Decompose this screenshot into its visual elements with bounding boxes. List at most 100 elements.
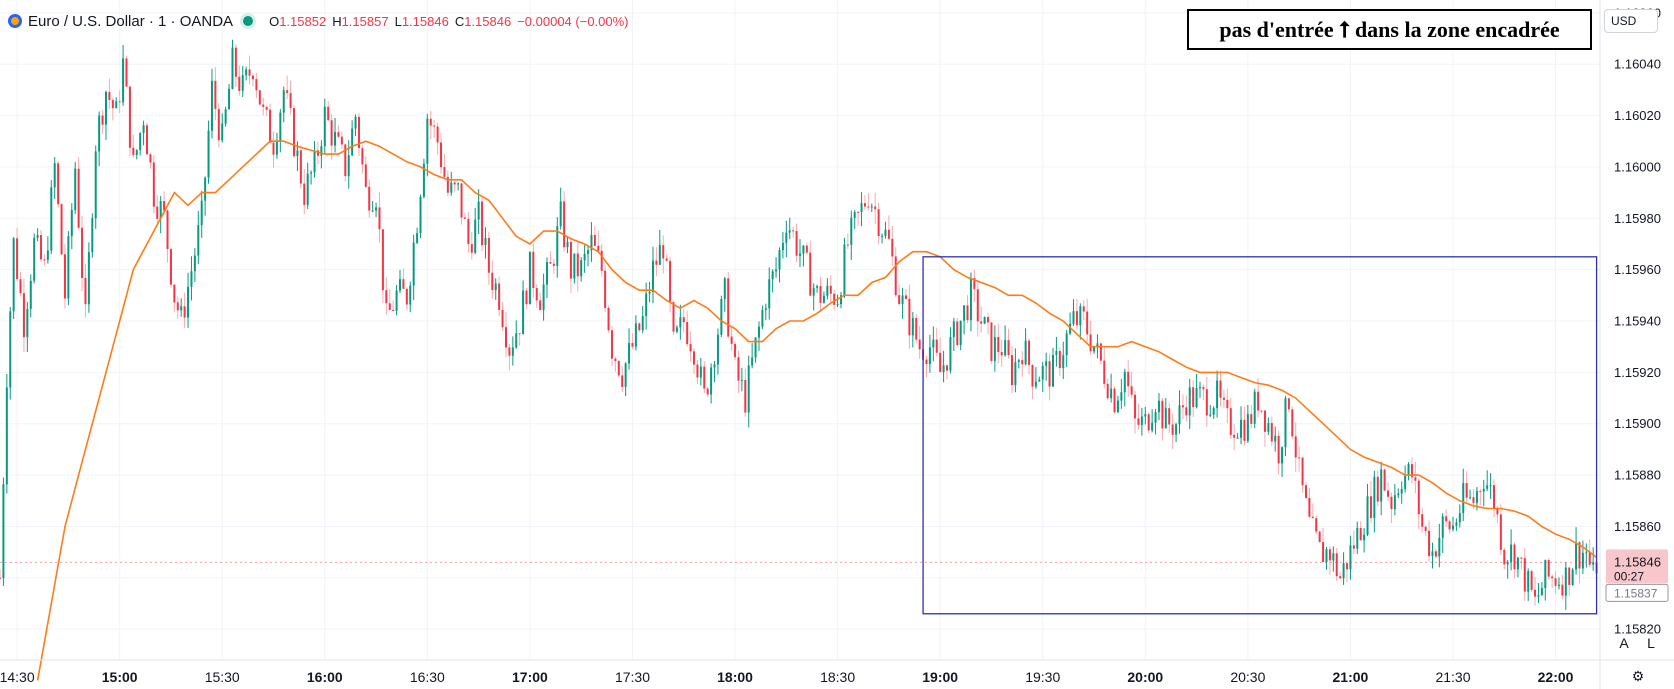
candle-body <box>1448 521 1451 530</box>
low-value: 1.15846 <box>401 13 449 29</box>
candle-body <box>1346 563 1349 570</box>
log-scale-button[interactable]: L <box>1647 635 1655 651</box>
candle-body <box>976 289 979 322</box>
candle-body <box>248 69 251 76</box>
low-label: L <box>394 13 402 29</box>
candle-body <box>1267 423 1270 432</box>
candle-body <box>399 279 401 291</box>
candle-body <box>1089 334 1092 352</box>
candle-body <box>1554 578 1557 586</box>
candle-body <box>795 231 798 256</box>
candle-body <box>1154 412 1157 423</box>
market-open-dot-icon <box>243 16 254 26</box>
candle-body <box>9 311 12 388</box>
candle-body <box>1544 560 1547 589</box>
candle-body <box>1328 549 1331 561</box>
candle-body <box>662 245 665 259</box>
candle-body <box>429 118 432 126</box>
candle-body <box>993 336 996 361</box>
candle-body <box>176 302 179 311</box>
candle-body <box>470 244 473 253</box>
candle-body <box>1342 563 1345 579</box>
candle-body <box>819 286 822 303</box>
candle-body <box>1106 383 1109 399</box>
candle-body <box>26 308 29 338</box>
candle-body <box>84 277 87 305</box>
candle-body <box>987 317 990 323</box>
candle-body <box>1315 518 1318 532</box>
candle-body <box>518 333 521 335</box>
candle-body <box>1017 360 1020 363</box>
y-tick-label: 1.15980 <box>1614 211 1661 226</box>
candle-body <box>764 308 767 310</box>
candle-body <box>604 270 607 308</box>
candle-body <box>522 290 525 335</box>
candle-body <box>631 343 634 347</box>
candle-body <box>457 183 460 185</box>
candle-body <box>556 226 559 266</box>
open-label: O <box>269 13 280 29</box>
candle-body <box>433 125 436 127</box>
candle-body <box>928 347 931 365</box>
candle-body <box>703 366 706 389</box>
candle-body <box>607 307 610 331</box>
candle-body <box>665 258 668 261</box>
candle-body <box>1479 491 1482 493</box>
candle-body <box>1075 311 1078 326</box>
symbol-title[interactable]: Euro / U.S. Dollar · 1 · OANDA <box>28 12 234 30</box>
candle-body <box>1469 497 1472 499</box>
secondary-price-badge <box>1605 583 1669 602</box>
candle-body <box>1199 387 1201 389</box>
currency-button[interactable]: USD <box>1604 9 1658 33</box>
candle-body <box>710 367 713 395</box>
candle-body <box>624 363 627 387</box>
candle-body <box>1000 352 1003 356</box>
candle-body <box>275 141 278 155</box>
candle-body <box>525 290 528 305</box>
candle-body <box>1455 522 1458 526</box>
candle-body <box>1157 400 1160 413</box>
auto-scale-button[interactable]: A <box>1619 635 1629 651</box>
candle-body <box>648 291 651 294</box>
secondary-price-badge-text: 1.15837 <box>1614 586 1658 600</box>
candle-body <box>289 93 292 109</box>
candle-body <box>330 120 333 146</box>
candle-body <box>887 229 890 239</box>
candle-body <box>1311 516 1314 519</box>
candle-body <box>1530 571 1533 590</box>
candle-body <box>651 260 654 292</box>
y-tick-label: 1.15880 <box>1614 468 1661 483</box>
annotation-textbox[interactable]: pas d'entrée ⭡ dans la zone encadrée <box>1187 9 1592 50</box>
candle-body <box>833 293 836 305</box>
candle-body <box>638 323 641 331</box>
candle-body <box>269 109 272 143</box>
candle-body <box>1240 419 1243 438</box>
candle-body <box>481 201 484 246</box>
x-tick-label: 21:00 <box>1333 669 1369 685</box>
candle-body <box>744 380 747 413</box>
candle-body <box>1021 360 1024 365</box>
candle-body <box>1359 527 1362 541</box>
candle-body <box>94 151 97 219</box>
candle-body <box>67 236 70 299</box>
candle-body <box>210 80 213 131</box>
candle-body <box>1523 558 1526 592</box>
candle-body <box>474 219 477 253</box>
candle-body <box>781 242 784 251</box>
candle-body <box>0 577 1 579</box>
candle-body <box>1123 371 1126 393</box>
candle-body <box>1294 436 1297 458</box>
candle-body <box>549 262 552 264</box>
candle-body <box>125 58 128 87</box>
candle-body <box>1062 355 1065 369</box>
candle-body <box>576 253 579 277</box>
candle-body <box>1496 508 1499 515</box>
candle-body <box>528 251 531 305</box>
candle-body <box>1287 398 1290 410</box>
candle-body <box>334 132 337 146</box>
candle-body <box>135 150 138 156</box>
candle-body <box>515 333 518 348</box>
gear-icon[interactable]: ⚙ <box>1631 668 1645 684</box>
candle-body <box>1322 542 1325 563</box>
